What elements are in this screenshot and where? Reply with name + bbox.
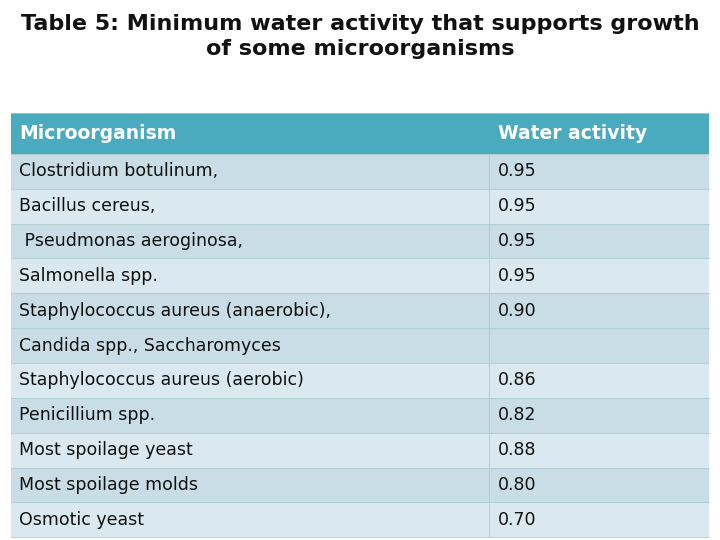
Text: Candida spp., Saccharomyces: Candida spp., Saccharomyces xyxy=(19,336,282,355)
Bar xyxy=(489,224,709,259)
Text: Table 5: Minimum water activity that supports growth
of some microorganisms: Table 5: Minimum water activity that sup… xyxy=(21,14,699,59)
Bar xyxy=(11,259,489,293)
Text: 0.82: 0.82 xyxy=(498,406,536,424)
Bar xyxy=(11,502,489,537)
Bar xyxy=(11,154,489,189)
Bar xyxy=(11,189,489,224)
Text: 0.95: 0.95 xyxy=(498,163,536,180)
Text: Osmotic yeast: Osmotic yeast xyxy=(19,511,145,529)
Bar xyxy=(489,328,709,363)
Text: 0.70: 0.70 xyxy=(498,511,536,529)
Bar xyxy=(489,468,709,502)
Text: Bacillus cereus,: Bacillus cereus, xyxy=(19,197,156,215)
Text: Microorganism: Microorganism xyxy=(19,124,176,143)
Bar xyxy=(489,189,709,224)
Text: 0.90: 0.90 xyxy=(498,302,536,320)
Bar xyxy=(11,398,489,433)
Text: 0.88: 0.88 xyxy=(498,441,536,459)
Bar xyxy=(489,502,709,537)
Bar xyxy=(11,113,489,154)
Text: Salmonella spp.: Salmonella spp. xyxy=(19,267,158,285)
Text: Water activity: Water activity xyxy=(498,124,647,143)
Bar xyxy=(489,113,709,154)
Bar xyxy=(11,328,489,363)
Bar xyxy=(11,468,489,502)
Bar xyxy=(489,154,709,189)
Bar xyxy=(489,293,709,328)
Text: Most spoilage molds: Most spoilage molds xyxy=(19,476,199,494)
Text: Staphylococcus aureus (aerobic): Staphylococcus aureus (aerobic) xyxy=(19,372,305,389)
Bar xyxy=(11,224,489,259)
Text: Most spoilage yeast: Most spoilage yeast xyxy=(19,441,193,459)
Text: Penicillium spp.: Penicillium spp. xyxy=(19,406,156,424)
Bar xyxy=(489,433,709,468)
Bar xyxy=(11,433,489,468)
Bar xyxy=(489,259,709,293)
Text: Clostridium botulinum,: Clostridium botulinum, xyxy=(19,163,219,180)
Text: Pseudmonas aeroginosa,: Pseudmonas aeroginosa, xyxy=(19,232,243,250)
Bar xyxy=(11,293,489,328)
Text: Staphylococcus aureus (anaerobic),: Staphylococcus aureus (anaerobic), xyxy=(19,302,331,320)
Text: 0.86: 0.86 xyxy=(498,372,536,389)
Text: 0.95: 0.95 xyxy=(498,267,536,285)
Bar xyxy=(489,363,709,398)
Text: 0.80: 0.80 xyxy=(498,476,536,494)
Bar xyxy=(489,398,709,433)
Text: 0.95: 0.95 xyxy=(498,232,536,250)
Text: 0.95: 0.95 xyxy=(498,197,536,215)
Bar xyxy=(11,363,489,398)
